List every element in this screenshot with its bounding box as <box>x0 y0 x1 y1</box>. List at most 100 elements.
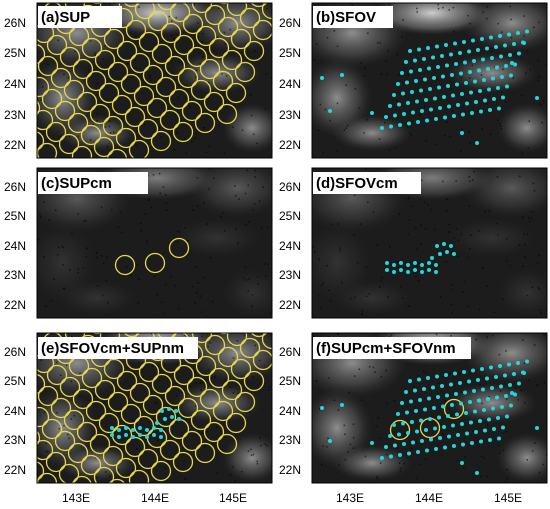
noise-speck <box>199 295 202 297</box>
cloud-texture <box>497 103 547 153</box>
sup-footprint-circle <box>58 463 80 483</box>
noise-speck <box>345 84 348 86</box>
noise-speck <box>526 294 529 297</box>
sup-footprint-circle <box>72 475 92 483</box>
sup-footprint-circle <box>250 333 268 338</box>
noise-speck <box>460 391 462 393</box>
noise-speck <box>505 481 507 483</box>
noise-speck <box>542 463 544 466</box>
noise-speck <box>444 400 446 402</box>
noise-speck <box>336 102 339 105</box>
sfov-footprint-dot <box>443 445 447 450</box>
noise-speck <box>451 288 453 291</box>
sup-footprint-circle <box>58 133 80 155</box>
noise-speck <box>237 392 239 395</box>
noise-speck <box>39 216 42 218</box>
sfov-footprint-dot <box>434 117 438 121</box>
noise-speck <box>209 342 211 344</box>
noise-speck <box>450 334 452 337</box>
noise-speck <box>55 469 57 472</box>
noise-speck <box>376 476 378 478</box>
noise-speck <box>96 476 98 479</box>
noise-speck <box>380 376 383 378</box>
sfov-footprint-dot <box>397 432 401 437</box>
sfov-footprint-dot <box>415 429 419 434</box>
sup-footprint-circle <box>89 433 111 455</box>
noise-speck <box>488 395 490 398</box>
sfov-footprint-dot <box>513 392 517 397</box>
sfov-footprint-dot <box>460 92 464 96</box>
sfov-footprint-dot <box>426 46 430 50</box>
noise-speck <box>422 370 425 372</box>
panel-d-title: (d)SFOVcm <box>316 175 398 192</box>
noise-speck <box>229 28 232 31</box>
sup-footprint-circle <box>172 121 194 143</box>
noise-speck <box>339 249 341 252</box>
noise-speck <box>386 73 388 76</box>
sup-footprint-circle <box>203 91 225 113</box>
noise-speck <box>407 73 410 76</box>
noise-speck <box>199 382 202 384</box>
noise-speck <box>388 149 391 151</box>
noise-speck <box>376 478 379 480</box>
y-tick-label: 24N <box>4 404 26 418</box>
sfov-footprint-dot <box>117 435 121 439</box>
sfov-footprint-dot <box>516 361 520 365</box>
sfov-footprint-dot <box>427 268 431 272</box>
panel-e-title: (e)SFOVcm+SUPnm <box>41 340 184 357</box>
sup-footprint-circle <box>37 109 54 131</box>
sfov-footprint-dot <box>487 417 491 422</box>
noise-speck <box>194 137 196 139</box>
sfov-footprint-dot <box>440 384 444 388</box>
noise-speck <box>154 275 156 277</box>
sfov-footprint-dot <box>438 252 442 256</box>
noise-speck <box>536 383 539 386</box>
noise-speck <box>425 140 428 142</box>
noise-speck <box>448 231 450 233</box>
sup-footprint-circle <box>203 421 225 443</box>
noise-speck <box>380 73 383 75</box>
noise-speck <box>475 338 478 341</box>
noise-speck <box>379 462 382 464</box>
noise-speck <box>543 100 545 102</box>
noise-speck <box>358 368 361 371</box>
noise-speck <box>465 42 467 44</box>
sfov-footprint-dot <box>117 428 121 432</box>
noise-speck <box>496 176 499 178</box>
noise-speck <box>131 419 134 421</box>
noise-speck <box>437 382 440 384</box>
cloud-texture <box>447 218 537 258</box>
sup-footprint-circle <box>106 148 128 158</box>
noise-speck <box>343 424 345 427</box>
noise-speck <box>410 205 413 208</box>
noise-speck <box>43 411 46 414</box>
noise-speck <box>467 305 469 308</box>
noise-speck <box>154 270 157 272</box>
noise-speck <box>106 302 109 304</box>
noise-speck <box>256 460 258 463</box>
noise-speck <box>126 63 129 65</box>
noise-speck <box>250 454 253 457</box>
noise-speck <box>484 210 486 213</box>
noise-speck <box>136 263 138 266</box>
sup-footprint-circle <box>107 391 129 413</box>
noise-speck <box>329 119 331 122</box>
sfov-footprint-dot <box>456 103 460 107</box>
y-tick-label: 24N <box>279 239 301 253</box>
noise-speck <box>94 457 97 459</box>
sfov-footprint-dot <box>402 442 406 446</box>
noise-speck <box>403 67 405 70</box>
noise-speck <box>468 205 471 207</box>
sup-footprint-circle <box>123 3 141 8</box>
noise-speck <box>140 229 142 232</box>
cloud-texture <box>462 168 547 218</box>
sup-footprint-circle <box>93 136 115 158</box>
sfov-footprint-dot <box>467 49 471 54</box>
noise-speck <box>337 409 340 411</box>
sup-footprint-circle <box>226 3 248 17</box>
noise-speck <box>216 472 218 474</box>
noise-speck <box>164 467 167 469</box>
sfov-footprint-dot <box>496 416 500 420</box>
noise-speck <box>540 104 542 106</box>
sfov-footprint-dot <box>460 422 464 426</box>
